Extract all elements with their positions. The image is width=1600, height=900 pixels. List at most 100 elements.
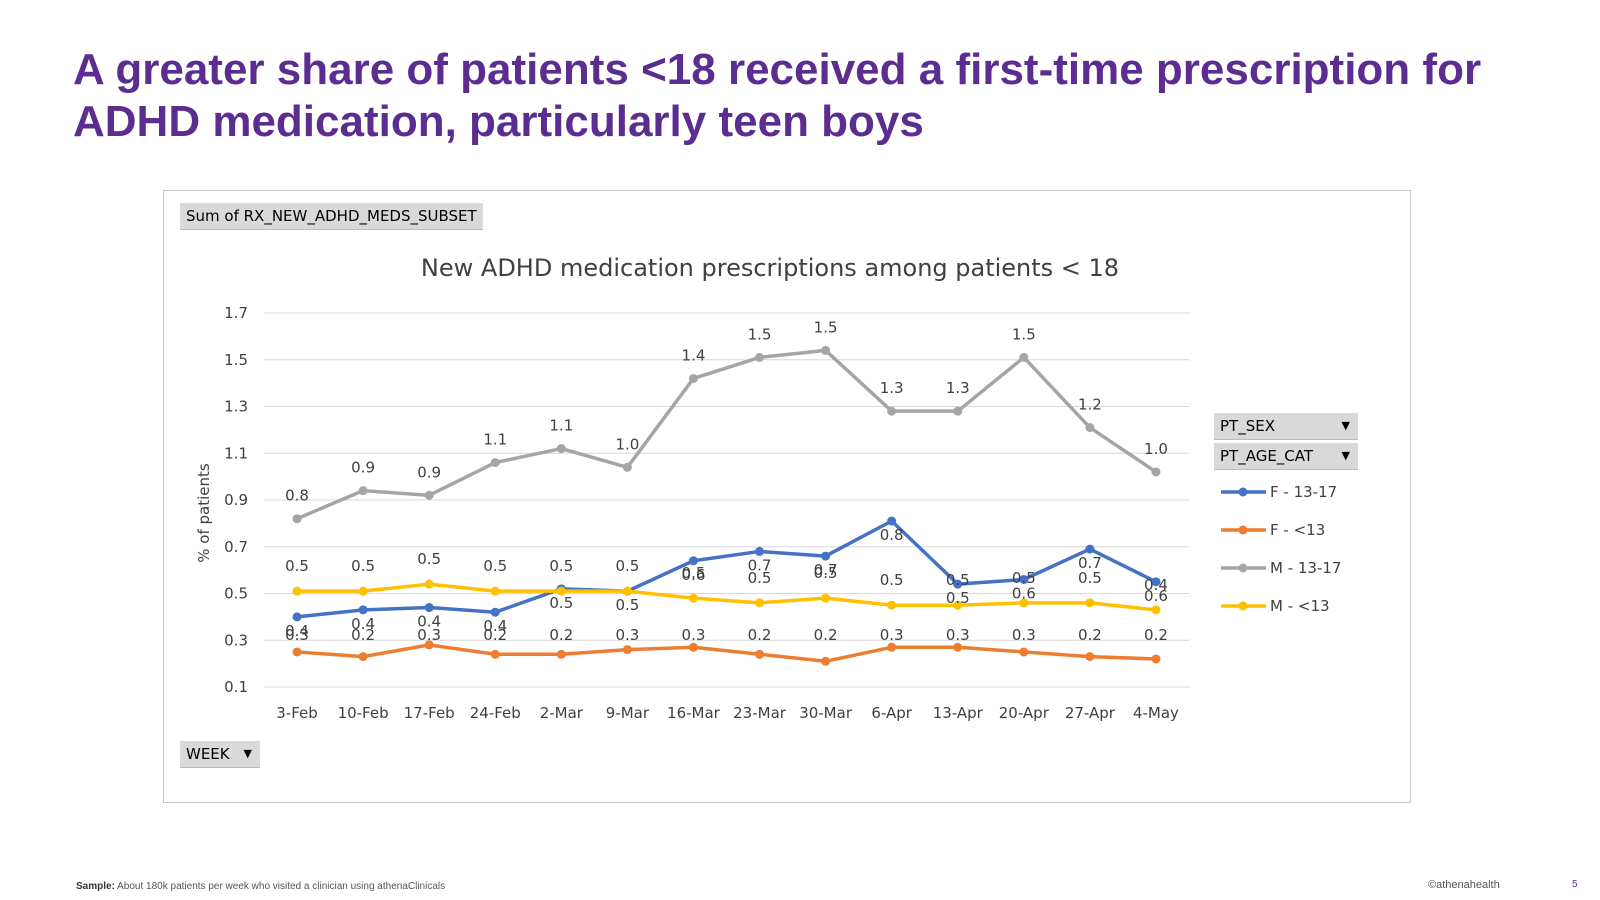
legend-swatch-marker — [1238, 563, 1248, 573]
pt-sex-field-button[interactable]: PT_SEX ▼ — [1214, 413, 1358, 440]
data-label: 1.0 — [1144, 440, 1168, 458]
data-label: 0.5 — [549, 594, 573, 612]
x-tick-label: 3-Feb — [276, 704, 318, 722]
legend-label: F - <13 — [1270, 521, 1325, 539]
series-layer — [292, 345, 1161, 666]
data-label: 1.0 — [615, 435, 639, 453]
data-point — [887, 642, 897, 652]
data-point — [1019, 574, 1029, 584]
data-point — [556, 649, 566, 659]
slide-title: A greater share of patients <18 received… — [73, 45, 1482, 146]
data-point — [490, 458, 500, 468]
data-point — [821, 345, 831, 355]
data-point — [292, 647, 302, 657]
legend-entry: F - 13-17 — [1221, 483, 1337, 501]
week-field-button[interactable]: WEEK ▼ — [180, 741, 260, 768]
data-label: 0.3 — [682, 626, 706, 644]
data-label: 0.2 — [351, 626, 375, 644]
series-line — [295, 519, 1158, 619]
legend-swatch-marker — [1238, 487, 1248, 497]
data-label: 1.5 — [814, 318, 838, 336]
data-label: 0.5 — [285, 557, 309, 575]
legend-swatch-marker — [1238, 525, 1248, 535]
data-label: 1.4 — [682, 346, 706, 364]
data-point — [1019, 598, 1029, 608]
series-m-13 — [292, 579, 1161, 615]
x-tick-label: 9-Mar — [606, 704, 650, 722]
data-label: 0.5 — [483, 557, 507, 575]
legend-entry: F - <13 — [1221, 521, 1325, 539]
data-point — [688, 556, 698, 566]
data-point — [490, 607, 500, 617]
values-field-label: Sum of RX_NEW_ADHD_MEDS_SUBSET — [186, 207, 477, 225]
legend: F - 13-17 F - <13 M - 13-17 M - <13 — [1221, 483, 1341, 615]
data-label: 0.3 — [880, 626, 904, 644]
data-label: 0.5 — [417, 550, 441, 568]
data-point — [556, 444, 566, 454]
y-tick-label: 0.9 — [224, 491, 248, 509]
data-point — [1151, 577, 1161, 587]
footer-brand: ©athenahealth — [1428, 879, 1500, 891]
data-label: 0.5 — [615, 596, 639, 614]
data-point — [1151, 605, 1161, 615]
data-label: 0.5 — [682, 564, 706, 582]
data-label: 1.1 — [549, 417, 573, 435]
data-point — [755, 546, 765, 556]
data-label: 1.3 — [946, 379, 970, 397]
x-tick-label: 13-Apr — [933, 704, 984, 722]
data-point — [1019, 352, 1029, 362]
data-label: 0.3 — [615, 626, 639, 644]
x-axis-ticks: 3-Feb 10-Feb 17-Feb 24-Feb 2-Mar 9-Mar 16-Mar 2… — [276, 704, 1179, 722]
data-point — [1151, 654, 1161, 664]
line-chart-canvas: New ADHD medication prescriptions among … — [195, 254, 1341, 722]
data-point — [688, 642, 698, 652]
data-label: 0.2 — [1144, 626, 1168, 644]
data-point — [424, 603, 434, 613]
data-label: 0.5 — [549, 557, 573, 575]
page-number: 5 — [1572, 879, 1578, 890]
data-point — [1085, 598, 1095, 608]
legend-label: F - 13-17 — [1270, 483, 1337, 501]
legend-swatch-marker — [1238, 601, 1248, 611]
series-f-13 — [292, 640, 1161, 666]
data-point — [490, 586, 500, 596]
data-point — [358, 605, 368, 615]
legend-entry: M - 13-17 — [1221, 559, 1341, 577]
data-point — [424, 490, 434, 500]
data-label: 0.2 — [483, 626, 507, 644]
data-label: 0.4 — [1144, 576, 1168, 594]
data-label: 0.4 — [417, 613, 441, 631]
data-point — [755, 649, 765, 659]
x-tick-label: 27-Apr — [1065, 704, 1116, 722]
data-label: 1.2 — [1078, 396, 1102, 414]
data-label: 0.6 — [1012, 584, 1036, 602]
data-point — [490, 649, 500, 659]
values-field-button[interactable]: Sum of RX_NEW_ADHD_MEDS_SUBSET — [180, 203, 483, 230]
data-label: 1.1 — [483, 431, 507, 449]
data-point — [424, 640, 434, 650]
data-label: 0.5 — [1012, 569, 1036, 587]
data-point — [424, 579, 434, 589]
series-line — [295, 348, 1158, 521]
x-tick-label: 24-Feb — [470, 704, 521, 722]
data-label: 0.4 — [285, 622, 309, 640]
pt-age-cat-field-button[interactable]: PT_AGE_CAT ▼ — [1214, 443, 1358, 470]
y-axis-label: % of patients — [195, 463, 213, 563]
data-point — [622, 645, 632, 655]
data-label: 0.3 — [1012, 626, 1036, 644]
data-label: 0.2 — [748, 626, 772, 644]
series-line — [295, 582, 1158, 612]
x-tick-label: 6-Apr — [871, 704, 912, 722]
week-field-label: WEEK — [186, 745, 230, 763]
triangle-down-icon: ▼ — [1341, 419, 1350, 432]
x-tick-label: 4-May — [1133, 704, 1179, 722]
data-label: 0.8 — [880, 526, 904, 544]
data-label: 0.5 — [351, 557, 375, 575]
data-label: 0.4 — [351, 615, 375, 633]
series-m-13-17 — [292, 345, 1161, 524]
data-point — [953, 642, 963, 652]
x-tick-label: 16-Mar — [667, 704, 721, 722]
data-point — [821, 656, 831, 666]
y-axis-ticks: 0.1 0.3 0.5 0.7 0.9 1.1 1.3 1.5 1.7 — [224, 304, 248, 696]
chart-title: New ADHD medication prescriptions among … — [421, 254, 1119, 282]
